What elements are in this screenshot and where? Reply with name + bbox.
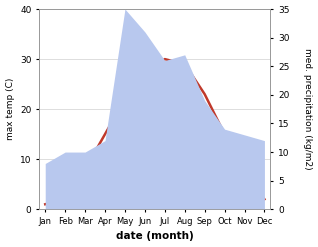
X-axis label: date (month): date (month) [116,231,194,242]
Y-axis label: max temp (C): max temp (C) [5,78,15,140]
Y-axis label: med. precipitation (kg/m2): med. precipitation (kg/m2) [303,48,313,170]
